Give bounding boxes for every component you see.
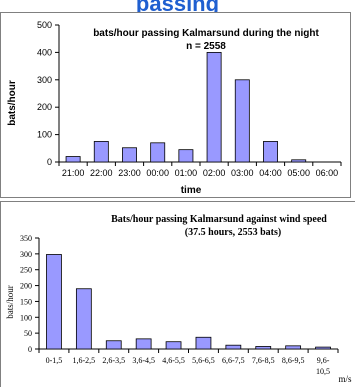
x-tick-label: 05:00 [287, 168, 310, 178]
bar [165, 341, 182, 350]
chart-panel-night: bats/hour passing Kalmarsund during the … [0, 12, 351, 198]
y-tick-label: 400 [37, 47, 52, 57]
y-tick-label: 100 [20, 313, 32, 322]
chart-title: Bats/hour passing Kalmarsund against win… [111, 214, 327, 225]
bar [65, 156, 81, 163]
x-tick-label: 01:00 [175, 168, 198, 178]
x-tick-label: 23:00 [118, 168, 141, 178]
bar [234, 79, 250, 163]
bar [75, 288, 92, 350]
bar [135, 338, 152, 350]
x-tick-label: 8,6-9,5 [282, 356, 305, 365]
y-axis-label: bats/hour [7, 80, 18, 126]
y-tick-label: 0 [47, 157, 52, 167]
bar [206, 52, 222, 163]
bar [263, 141, 278, 163]
bar [93, 141, 109, 163]
x-axis-label: m/s [338, 374, 352, 384]
x-tick-label: 3,6-4,5 [132, 356, 155, 365]
x-tick-label: 22:00 [90, 168, 113, 178]
chart-subtitle: n = 2558 [186, 41, 226, 52]
y-tick-label: 500 [37, 20, 52, 30]
x-tick-label: 00:00 [146, 168, 169, 178]
bar [178, 149, 194, 163]
bar [291, 159, 307, 163]
y-tick-label: 350 [20, 234, 32, 243]
chart-wind-svg: Bats/hour passing Kalmarsund against win… [5, 214, 352, 384]
x-tick-label: 5,6-6,5 [192, 356, 215, 365]
bar [105, 340, 122, 350]
x-tick-label: 06:00 [316, 168, 339, 178]
bar [46, 254, 62, 350]
y-tick-label: 100 [37, 130, 52, 140]
x-tick-label: 7,6-8,5 [252, 356, 275, 365]
chart-panel-wind: Bats/hour passing Kalmarsund against win… [0, 201, 355, 387]
y-tick-label: 200 [37, 102, 52, 112]
y-tick-label: 150 [20, 297, 32, 306]
chart-night-svg: bats/hour passing Kalmarsund during the … [7, 20, 342, 196]
x-tick-label: 2,6-3,5 [102, 356, 125, 365]
x-tick-label: 21:00 [62, 168, 85, 178]
x-tick-label: 1,6-2,5 [73, 356, 96, 365]
x-tick-label: 9,6- [317, 356, 330, 365]
bar [285, 345, 302, 350]
x-tick-label: 04:00 [259, 168, 282, 178]
x-tick-label: 4,6-5,5 [162, 356, 185, 365]
y-tick-label: 300 [37, 75, 52, 85]
bar [225, 344, 242, 350]
bar [150, 142, 166, 163]
chart-wind-plot: 0 50 100 150 200 250 300 350 0-1,5 1,6-2,5 2,6-3,5… [20, 234, 339, 376]
bar [315, 346, 331, 350]
y-axis-label: bats/hour [5, 285, 15, 319]
x-tick-label: 03:00 [231, 168, 254, 178]
chart-night-plot: 0 100 200 300 400 500 21:00 22:00 23:00 00:00 01:0… [37, 20, 342, 178]
x-tick-label: 6,6-7,5 [222, 356, 245, 365]
chart-subtitle: (37.5 hours, 2553 bats) [185, 227, 281, 238]
y-tick-label: 50 [24, 329, 32, 338]
x-tick-label: 10,5 [316, 367, 330, 376]
bar [255, 346, 272, 350]
y-tick-label: 200 [20, 282, 32, 291]
chart-title: bats/hour passing Kalmarsund during the … [93, 28, 319, 39]
y-tick-label: 250 [20, 266, 32, 275]
bar [195, 336, 212, 350]
y-tick-label: 300 [20, 250, 32, 259]
x-tick-label: 0-1,5 [46, 356, 63, 365]
y-tick-label: 0 [28, 345, 32, 354]
bar [122, 147, 137, 163]
x-tick-label: 02:00 [203, 168, 226, 178]
x-axis-label: time [181, 185, 202, 196]
